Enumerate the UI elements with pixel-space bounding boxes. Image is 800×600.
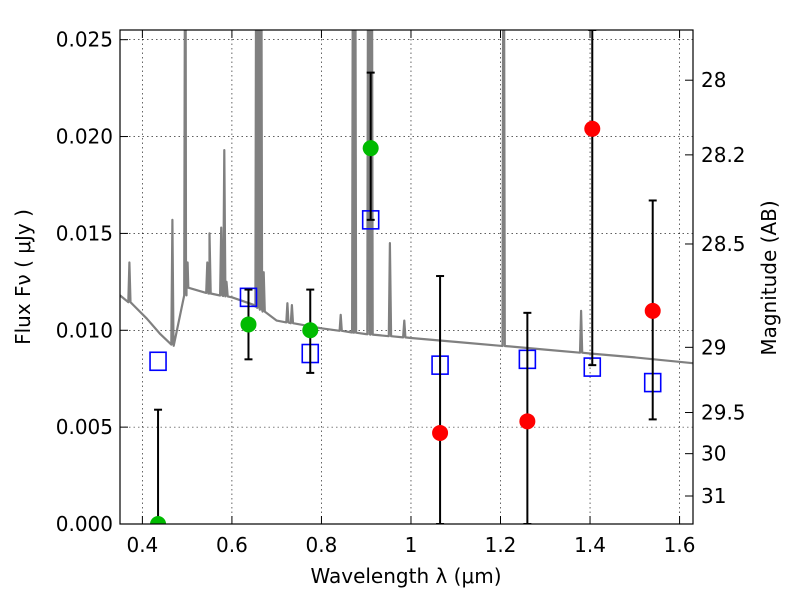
detection-point xyxy=(150,516,167,524)
y2-tick-label: 30 xyxy=(701,442,726,466)
y-axis-label: Flux Fν ( μJy ) xyxy=(11,209,35,345)
nondetection-point xyxy=(432,424,449,441)
y2-tick-label: 28 xyxy=(701,68,726,92)
x-axis-label: Wavelength λ (μm) xyxy=(310,564,501,588)
y2-tick-label: 29 xyxy=(701,335,726,359)
model-photometry-square xyxy=(149,351,167,372)
nondetection-point xyxy=(584,120,601,137)
plot-frame xyxy=(119,29,694,525)
y-tick-label: 0.020 xyxy=(56,125,113,149)
x-tick-label: 1.4 xyxy=(574,533,606,557)
x-tick-label: 0.4 xyxy=(126,533,158,557)
grid xyxy=(120,30,693,525)
x-tick-label: 1 xyxy=(405,533,418,557)
y-tick-label: 0.005 xyxy=(56,415,113,439)
y-tick-label: 0.015 xyxy=(56,221,113,245)
x-tick-label: 1.2 xyxy=(485,533,517,557)
x-tick-label: 1.6 xyxy=(664,533,696,557)
y2-tick-label: 28.5 xyxy=(701,232,746,256)
ticks: 0.4 0.6 0.8 1 1.2 1.4 1.6 0.000 0.005 0.010 0.015 0… xyxy=(56,28,746,557)
y-tick-label: 0.000 xyxy=(56,512,113,536)
detection-point xyxy=(302,322,319,339)
x-tick-label: 0.6 xyxy=(216,533,248,557)
y-tick-label: 0.025 xyxy=(56,28,113,52)
plot-area xyxy=(120,30,693,524)
detection-point xyxy=(362,140,379,157)
y2-tick-label: 28.2 xyxy=(701,143,746,167)
detection-point xyxy=(240,316,257,333)
nondetection-point xyxy=(519,413,536,430)
model-spectrum-line xyxy=(120,30,693,365)
x-tick-label: 0.8 xyxy=(306,533,338,557)
y2-tick-label: 29.5 xyxy=(701,401,746,425)
y2-tick-label: 31 xyxy=(701,484,726,508)
y2-axis-label: Magnitude (AB) xyxy=(757,200,781,355)
nondetection-point xyxy=(644,302,661,319)
y-tick-label: 0.010 xyxy=(56,318,113,342)
